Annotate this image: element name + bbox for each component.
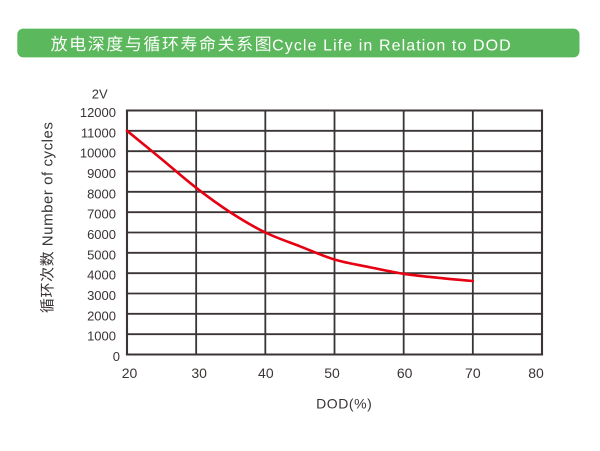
svg-text:10000: 10000 — [80, 146, 116, 161]
svg-text:0: 0 — [113, 349, 120, 364]
svg-text:50: 50 — [324, 365, 340, 381]
svg-text:80: 80 — [528, 365, 544, 381]
svg-text:70: 70 — [465, 365, 481, 381]
svg-text:60: 60 — [397, 365, 413, 381]
svg-text:8000: 8000 — [87, 186, 116, 201]
svg-text:9000: 9000 — [87, 166, 116, 181]
svg-text:Number of cycles: Number of cycles — [40, 122, 57, 247]
svg-text:7000: 7000 — [87, 207, 116, 222]
svg-text:2000: 2000 — [87, 308, 116, 323]
svg-text:40: 40 — [258, 365, 274, 381]
svg-text:20: 20 — [122, 365, 138, 381]
svg-text:5000: 5000 — [87, 247, 116, 262]
svg-text:DOD(%): DOD(%) — [316, 395, 372, 411]
svg-text:6000: 6000 — [87, 227, 116, 242]
svg-text:3000: 3000 — [87, 288, 116, 303]
svg-text:12000: 12000 — [80, 105, 116, 120]
svg-text:1000: 1000 — [87, 329, 116, 344]
svg-text:30: 30 — [191, 365, 207, 381]
svg-text:4000: 4000 — [87, 268, 116, 283]
svg-text:2V: 2V — [92, 87, 108, 102]
svg-text:11000: 11000 — [81, 125, 116, 140]
svg-text:Cycle Life in Relation to DOD: Cycle Life in Relation to DOD — [272, 37, 512, 54]
